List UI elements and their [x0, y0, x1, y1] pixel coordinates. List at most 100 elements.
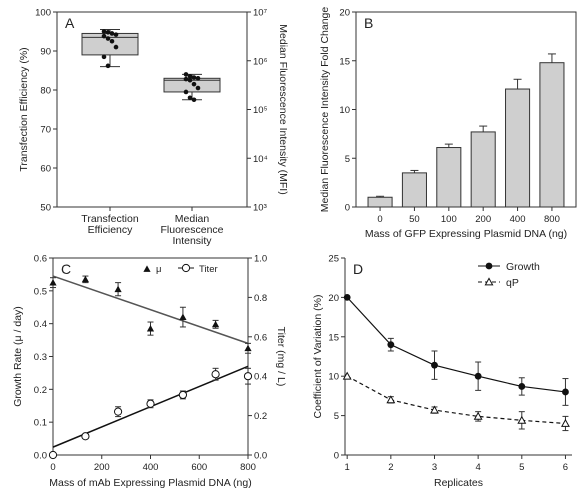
panel-d-x-tick-label: 2: [388, 462, 393, 473]
panel-b-y-tick-label: 15: [339, 56, 350, 67]
panel-b-y-tick-label: 10: [339, 105, 350, 116]
panel-d-y-tick-label: 15: [328, 332, 339, 343]
panel-c-legend-label-mu: μ: [156, 264, 161, 275]
panel-d-growth-point: [518, 383, 526, 390]
panel-a-right-tick-label: 10⁴: [253, 154, 268, 165]
panel-c-titer-point: [178, 390, 188, 400]
panel-c-right-tick-label: 0.8: [254, 293, 267, 304]
panel-a-data-point: [113, 32, 119, 37]
panel-d-series-line: [346, 296, 566, 393]
panel-a-data-point: [109, 38, 115, 44]
panel-a-data-point: [101, 33, 107, 39]
panel-c-left-tick-label: 0.3: [34, 352, 47, 363]
panel-c-right-tick-label: 1.0: [254, 254, 267, 265]
panel-a-letter: A: [65, 15, 75, 31]
panel-c-left-tick-label: 0.0: [34, 451, 47, 462]
panel-d-legend-marker-growth: [485, 262, 493, 270]
panel-d-x-tick-label: 1: [345, 462, 350, 473]
panel-b-letter: B: [364, 15, 373, 31]
panel-c-mu-point: [146, 324, 155, 332]
panel-a-data-point: [187, 74, 193, 79]
panel-a-left-axis-label: Transfection Efficiency (%): [18, 47, 30, 171]
panel-a-box: [81, 32, 139, 56]
panel-d-letter: D: [353, 261, 363, 277]
panel-c-left-tick-label: 0.4: [34, 319, 47, 330]
panel-a-data-point: [105, 63, 111, 69]
panel-c-right-tick-label: 0.0: [254, 451, 267, 462]
panel-d-qp-point: [342, 371, 352, 380]
panel-a-left-tick-label: 60: [40, 164, 51, 175]
panel-b-x-axis-label: Mass of GFP Expressing Plasmid DNA (ng): [365, 228, 567, 240]
panel-d-chart: D 0 5 10 15 20 25 1 2 3 4 5 6 Replicates Coefficient o…: [312, 254, 572, 489]
panel-c-x-tick-label: 400: [143, 462, 159, 473]
panel-a-data-point: [113, 44, 119, 50]
panel-a-left-tick-label: 100: [35, 8, 51, 19]
panel-a-category-label: Transfection: [81, 213, 139, 225]
panel-c-x-tick-label: 200: [94, 462, 110, 473]
panel-a-category-label: Intensity: [172, 235, 212, 247]
panel-c-chart: C 0.0 0.1 0.2 0.3 0.4 0.5 0.6 0.0 0.2 0.4 0.6 0.8 1.0…: [12, 254, 287, 490]
panel-c-left-tick-label: 0.6: [34, 254, 47, 265]
panel-b-x-tick-label: 800: [544, 214, 560, 225]
panel-a-right-tick-label: 10³: [253, 203, 267, 214]
panel-a-category-label: Fluorescence: [160, 224, 223, 236]
panel-a-data-point: [105, 29, 111, 35]
panel-d-qp-point: [473, 411, 483, 420]
panel-a-right-tick-label: 10⁶: [253, 56, 268, 67]
panel-d-legend-label-qp: qP: [506, 277, 519, 289]
panel-c-mu-point: [49, 279, 57, 286]
panel-a-data-point: [183, 89, 189, 95]
panel-d-qp-point: [386, 395, 396, 404]
panel-c-titer-point: [48, 450, 58, 460]
panel-d-legend-label-growth: Growth: [506, 261, 540, 273]
panel-d-x-axis-label: Replicates: [434, 477, 483, 489]
panel-a-data-point: [195, 76, 201, 81]
panel-a-data-point: [191, 81, 197, 87]
panel-a-data-point: [105, 36, 111, 41]
panel-c-left-tick-label: 0.2: [34, 385, 47, 396]
panel-a-left-tick-label: 50: [40, 203, 51, 214]
panel-c-legend-marker-mu: [143, 265, 151, 272]
panel-a-chart: A 50 60 70 80 90 100 10³ 10⁴ 10⁵ 10⁶ 10⁷ Transfectio…: [18, 8, 289, 248]
panel-c-right-tick-label: 0.6: [254, 332, 267, 343]
panel-b-x-tick-label: 400: [510, 214, 526, 225]
panel-a-right-tick-label: 10⁷: [253, 8, 268, 19]
panel-b-x-tick-label: 50: [409, 214, 420, 225]
panel-c-titer-point: [146, 399, 155, 408]
panel-c-left-tick-label: 0.5: [34, 286, 47, 297]
panel-c-x-axis-label: Mass of mAb Expressing Plasmid DNA (ng): [49, 477, 251, 489]
panel-b-bar: [539, 62, 565, 208]
panel-b-bar: [505, 88, 531, 208]
panel-c-titer-point: [243, 372, 253, 381]
panel-b-x-tick-label: 100: [441, 214, 457, 225]
panel-c-right-tick-label: 0.2: [254, 411, 267, 422]
panel-d-growth-point: [474, 372, 482, 380]
panel-a-left-tick-label: 80: [40, 86, 51, 97]
panel-c-right-axis-label: Titer (mg / L): [275, 327, 287, 387]
panel-b-x-tick-label: 0: [377, 214, 382, 225]
panel-d-series-line: [346, 375, 566, 425]
panel-a-data-point: [183, 72, 189, 77]
panel-b-y-tick-label: 5: [345, 154, 350, 165]
panel-a-data-point: [195, 85, 201, 91]
panel-c-legend-label-titer: Titer: [199, 264, 218, 275]
panel-d-y-tick-label: 10: [328, 372, 339, 383]
panel-a-data-point: [101, 29, 107, 34]
panel-b-x-tick-label: 200: [475, 214, 491, 225]
panel-d-y-axis-label: Coefficient of Variation (%): [312, 295, 324, 419]
panel-a-right-tick-label: 10⁵: [253, 105, 268, 116]
panel-d-x-tick-label: 5: [519, 462, 524, 473]
panel-d-qp-point: [430, 405, 439, 414]
panel-c-mu-point: [81, 275, 90, 283]
panel-c-letter: C: [61, 261, 71, 277]
panel-b-bar: [470, 131, 496, 208]
panel-b-bar: [367, 196, 393, 208]
panel-d-growth-point: [431, 361, 438, 369]
panel-a-left-tick-label: 70: [40, 125, 51, 136]
panel-c-right-tick-label: 0.4: [254, 372, 267, 383]
panel-c-legend-marker-titer: [181, 263, 191, 273]
panel-b-y-axis-label: Median Fluorescence Intensity Fold Chang…: [319, 7, 331, 213]
panel-c-x-tick-label: 800: [240, 462, 256, 473]
